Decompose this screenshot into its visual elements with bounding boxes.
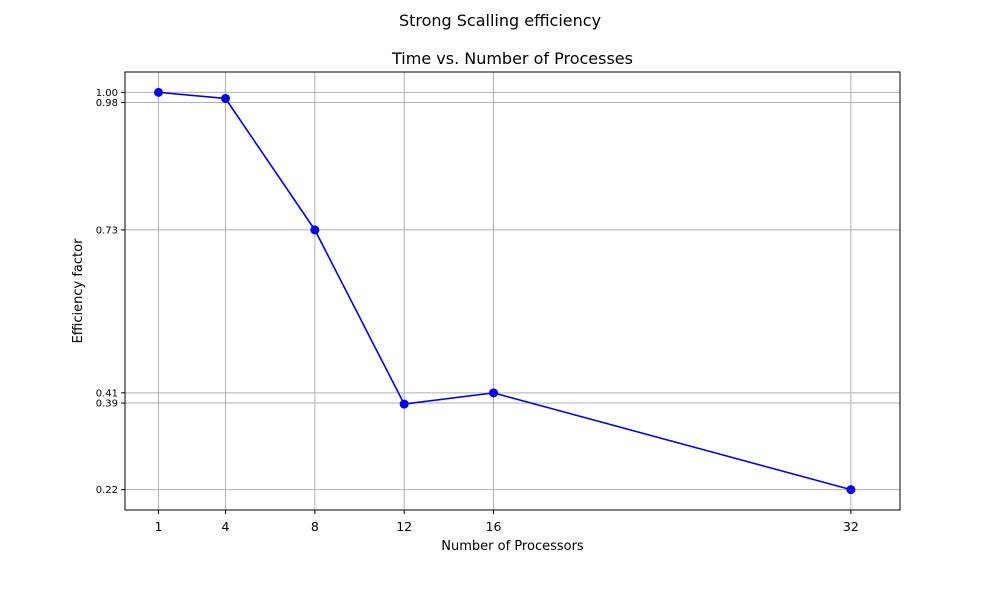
y-tick-label: 1.00	[96, 88, 118, 99]
series-line	[158, 91, 852, 491]
series-layer	[154, 87, 856, 495]
x-tick-label: 16	[486, 519, 502, 534]
data-point	[399, 399, 409, 409]
x-tick-label: 1	[155, 519, 163, 534]
grid-lines	[125, 72, 900, 510]
plot-area-frame	[124, 71, 901, 511]
y-axis: 0.22 0.390.41 0.73 0.981.00	[96, 88, 125, 496]
y-tick-label: 0.39	[96, 399, 118, 410]
y-tick-label: 0.73	[96, 225, 118, 236]
data-point	[221, 93, 231, 103]
x-axis: 1 4 8 12 16 32	[155, 510, 859, 534]
data-point	[489, 388, 499, 398]
chart-title: Time vs. Number of Processes	[391, 49, 633, 68]
figure-suptitle: Strong Scalling efficiency	[399, 11, 601, 30]
data-point	[846, 485, 856, 495]
y-axis-label: Efficiency factor	[71, 238, 86, 343]
x-tick-label: 8	[311, 519, 319, 534]
x-axis-label: Number of Processors	[441, 539, 584, 554]
x-tick-label: 4	[222, 519, 230, 534]
x-tick-label: 12	[396, 519, 412, 534]
y-tick-label: 0.98	[96, 98, 118, 109]
x-tick-label: 32	[843, 519, 859, 534]
data-point	[310, 225, 320, 235]
data-point	[154, 87, 164, 97]
y-tick-label: 0.41	[96, 388, 118, 399]
y-tick-label: 0.22	[96, 485, 118, 496]
